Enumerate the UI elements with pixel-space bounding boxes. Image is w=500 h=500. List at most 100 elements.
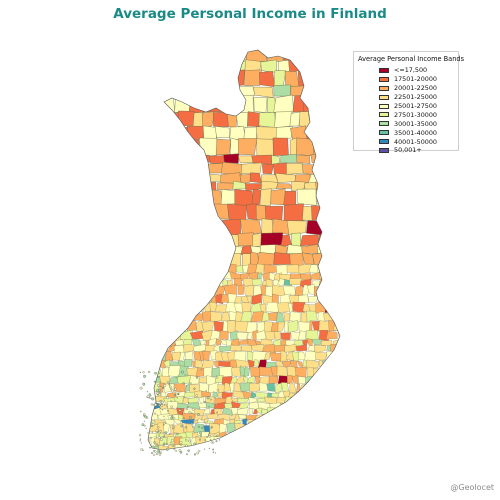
municipality-region[interactable] xyxy=(333,110,352,127)
municipality-region[interactable] xyxy=(311,252,334,267)
municipality-region[interactable] xyxy=(208,264,221,273)
municipality-region[interactable] xyxy=(229,126,246,140)
municipality-region[interactable] xyxy=(221,312,231,322)
municipality-region[interactable] xyxy=(256,407,262,414)
municipality-region[interactable] xyxy=(151,233,162,247)
municipality-region[interactable] xyxy=(334,390,343,399)
municipality-region[interactable] xyxy=(156,346,163,353)
municipality-region[interactable] xyxy=(327,422,342,434)
municipality-region[interactable] xyxy=(251,278,263,286)
municipality-region[interactable] xyxy=(299,234,319,247)
municipality-region[interactable] xyxy=(282,285,297,296)
municipality-region[interactable] xyxy=(271,155,281,166)
municipality-region[interactable] xyxy=(176,48,188,62)
municipality-region[interactable] xyxy=(164,330,175,341)
municipality-region[interactable] xyxy=(209,445,220,452)
municipality-region[interactable] xyxy=(148,339,161,345)
municipality-region[interactable] xyxy=(188,402,201,410)
municipality-region[interactable] xyxy=(274,111,293,129)
municipality-region[interactable] xyxy=(315,181,325,191)
municipality-region[interactable] xyxy=(306,84,328,98)
municipality-region[interactable] xyxy=(329,390,336,399)
municipality-region[interactable] xyxy=(329,376,336,384)
municipality-region[interactable] xyxy=(297,360,304,368)
municipality-region[interactable] xyxy=(252,329,259,341)
municipality-region[interactable] xyxy=(175,293,185,304)
municipality-region[interactable] xyxy=(282,444,296,454)
municipality-region[interactable] xyxy=(298,402,311,410)
municipality-region[interactable] xyxy=(272,423,279,433)
municipality-region[interactable] xyxy=(255,433,266,439)
municipality-region[interactable] xyxy=(159,219,181,236)
municipality-region[interactable] xyxy=(330,234,342,248)
municipality-region[interactable] xyxy=(268,312,278,321)
municipality-region[interactable] xyxy=(284,396,294,404)
municipality-region[interactable] xyxy=(270,366,278,377)
municipality-region[interactable] xyxy=(286,220,307,236)
municipality-region[interactable] xyxy=(264,419,273,425)
municipality-region[interactable] xyxy=(289,424,293,432)
municipality-region[interactable] xyxy=(197,294,207,304)
municipality-region[interactable] xyxy=(295,444,308,452)
municipality-region[interactable] xyxy=(244,69,262,86)
municipality-region[interactable] xyxy=(288,60,300,73)
municipality-region[interactable] xyxy=(299,407,314,415)
municipality-region[interactable] xyxy=(186,84,203,97)
municipality-region[interactable] xyxy=(234,453,247,460)
municipality-region[interactable] xyxy=(158,271,170,280)
municipality-region[interactable] xyxy=(302,395,314,404)
municipality-region[interactable] xyxy=(186,125,205,140)
municipality-region[interactable] xyxy=(290,232,302,248)
municipality-region[interactable] xyxy=(310,71,328,88)
municipality-region[interactable] xyxy=(174,312,183,323)
municipality-region[interactable] xyxy=(234,444,242,454)
municipality-region[interactable] xyxy=(311,391,320,399)
municipality-region[interactable] xyxy=(163,47,179,63)
municipality-region[interactable] xyxy=(318,432,329,439)
municipality-region[interactable] xyxy=(333,303,346,313)
municipality-region[interactable] xyxy=(318,320,331,332)
municipality-region[interactable] xyxy=(220,234,241,248)
municipality-region[interactable] xyxy=(159,232,182,245)
municipality-region[interactable] xyxy=(342,382,350,392)
municipality-region[interactable] xyxy=(337,284,344,295)
municipality-region[interactable] xyxy=(315,351,328,361)
municipality-region[interactable] xyxy=(155,172,177,184)
municipality-region[interactable] xyxy=(264,331,276,341)
municipality-region[interactable] xyxy=(247,419,258,426)
municipality-region[interactable] xyxy=(185,48,208,62)
municipality-region[interactable] xyxy=(339,293,349,305)
municipality-region[interactable] xyxy=(184,265,193,275)
municipality-region[interactable] xyxy=(327,419,333,426)
municipality-region[interactable] xyxy=(141,245,157,254)
municipality-region[interactable] xyxy=(320,408,332,416)
municipality-region[interactable] xyxy=(220,219,241,236)
municipality-region[interactable] xyxy=(305,444,313,453)
municipality-region[interactable] xyxy=(332,272,340,281)
municipality-region[interactable] xyxy=(326,285,334,297)
municipality-region[interactable] xyxy=(311,339,322,345)
municipality-region[interactable] xyxy=(154,322,167,332)
municipality-region[interactable] xyxy=(286,264,300,274)
municipality-region[interactable] xyxy=(145,280,157,288)
municipality-region[interactable] xyxy=(273,84,291,97)
municipality-region[interactable] xyxy=(329,244,340,254)
municipality-region[interactable] xyxy=(284,344,298,353)
municipality-region[interactable] xyxy=(343,313,356,323)
municipality-region[interactable] xyxy=(171,84,187,97)
municipality-region[interactable] xyxy=(328,264,334,274)
municipality-region[interactable] xyxy=(202,97,223,113)
municipality-region[interactable] xyxy=(154,350,167,362)
municipality-region[interactable] xyxy=(340,274,345,281)
municipality-region[interactable] xyxy=(140,407,151,414)
municipality-region[interactable] xyxy=(286,162,304,175)
municipality-region[interactable] xyxy=(304,182,318,191)
municipality-region[interactable] xyxy=(234,437,247,447)
municipality-region[interactable] xyxy=(331,205,348,221)
municipality-region[interactable] xyxy=(242,278,254,286)
municipality-region[interactable] xyxy=(165,205,181,221)
municipality-region[interactable] xyxy=(177,284,191,296)
municipality-region[interactable] xyxy=(191,273,204,282)
municipality-region[interactable] xyxy=(173,59,184,73)
municipality-region[interactable] xyxy=(237,138,258,156)
